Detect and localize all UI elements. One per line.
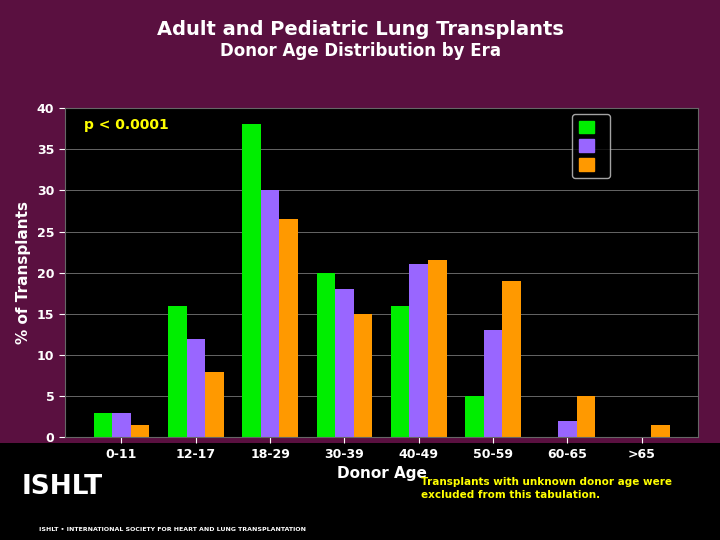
Text: ISHLT: ISHLT	[22, 474, 103, 500]
Bar	[94, 413, 112, 437]
Text: 2013: 2013	[250, 467, 308, 487]
Bar	[335, 289, 354, 437]
Text: JHLT. 2013 Oct; 32(10): 965-978: JHLT. 2013 Oct; 32(10): 965-978	[223, 509, 335, 515]
Bar	[168, 306, 186, 437]
Bar	[558, 421, 577, 437]
Bar	[484, 330, 503, 437]
Bar	[410, 265, 428, 437]
Bar	[205, 372, 224, 437]
Bar	[651, 425, 670, 437]
Bar	[112, 413, 131, 437]
Bar	[465, 396, 484, 437]
Bar	[354, 314, 372, 437]
Bar	[242, 125, 261, 437]
Bar	[503, 281, 521, 437]
Legend: , , : , ,	[572, 114, 610, 178]
Y-axis label: % of Transplants: % of Transplants	[17, 201, 32, 344]
Bar	[577, 396, 595, 437]
Bar	[279, 219, 298, 437]
Text: Adult and Pediatric Lung Transplants: Adult and Pediatric Lung Transplants	[156, 20, 564, 39]
Bar	[317, 273, 335, 437]
Bar	[391, 306, 410, 437]
Bar	[261, 191, 279, 437]
Bar	[428, 260, 446, 437]
Text: p < 0.0001: p < 0.0001	[84, 118, 168, 132]
Bar	[186, 339, 205, 437]
Text: Transplants with unknown donor age were
excluded from this tabulation.: Transplants with unknown donor age were …	[421, 477, 672, 500]
Bar	[131, 425, 149, 437]
Text: ISHLT • INTERNATIONAL SOCIETY FOR HEART AND LUNG TRANSPLANTATION: ISHLT • INTERNATIONAL SOCIETY FOR HEART …	[40, 527, 306, 532]
X-axis label: Donor Age: Donor Age	[337, 467, 426, 481]
Text: Donor Age Distribution by Era: Donor Age Distribution by Era	[220, 42, 500, 60]
